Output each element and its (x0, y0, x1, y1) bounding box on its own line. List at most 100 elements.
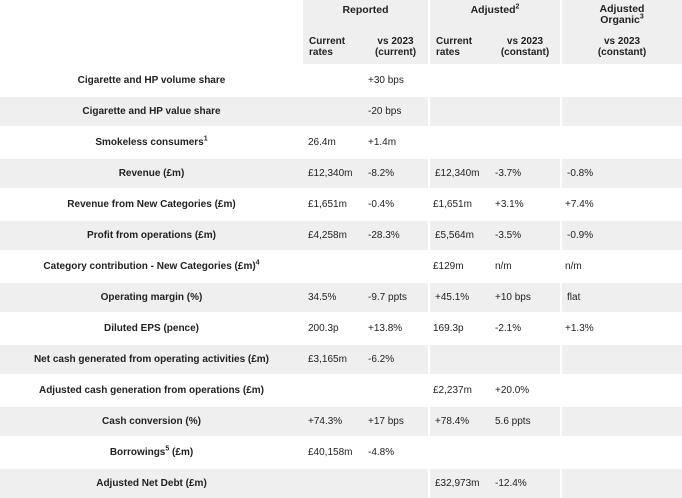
row-label: Borrowings5 (£m) (0, 436, 303, 467)
cell-reported-vs: -28.3% (363, 219, 428, 250)
cell-adjusted-vs (490, 343, 561, 374)
cell-adjusted-current: £32,973m (428, 467, 490, 498)
cell-adjusted-vs: +3.1% (490, 188, 561, 219)
cell-organic-vs (560, 126, 682, 157)
cell-adjusted-vs: -3.7% (490, 157, 561, 188)
cell-reported-vs (363, 374, 428, 405)
cell-reported-current: 200.3p (303, 312, 363, 343)
cell-adjusted-current: +45.1% (428, 281, 490, 312)
table-row: Adjusted Net Debt (£m) £32,973m -12.4% (0, 467, 682, 498)
cell-adjusted-vs: +10 bps (490, 281, 561, 312)
table-row: Cigarette and HP volume share +30 bps (0, 64, 682, 95)
cell-reported-vs: -8.2% (363, 157, 428, 188)
row-label: Category contribution - New Categories (… (0, 250, 303, 281)
cell-reported-vs: -0.4% (363, 188, 428, 219)
subheader-blank (0, 34, 303, 64)
table-row: Profit from operations (£m) £4,258m -28.… (0, 219, 682, 250)
sub-header-row: Current rates vs 2023 (current) Current rat… (0, 34, 682, 64)
cell-adjusted-current: £1,651m (428, 188, 490, 219)
cell-adjusted-vs (490, 95, 561, 126)
row-label: Profit from operations (£m) (0, 219, 303, 250)
cell-reported-current (303, 467, 363, 498)
table-row: Category contribution - New Categories (… (0, 250, 682, 281)
cell-adjusted-current (428, 95, 490, 126)
cell-adjusted-vs: -2.1% (490, 312, 561, 343)
cell-reported-vs: -4.8% (363, 436, 428, 467)
cell-adjusted-vs (490, 64, 561, 95)
cell-reported-vs: -9.7 ppts (363, 281, 428, 312)
cell-organic-vs (560, 405, 682, 436)
cell-reported-vs: +30 bps (363, 64, 428, 95)
cell-reported-current: £1,651m (303, 188, 363, 219)
row-label: Adjusted Net Debt (£m) (0, 467, 303, 498)
cell-organic-vs: -0.8% (560, 157, 682, 188)
cell-adjusted-current (428, 436, 490, 467)
row-label: Adjusted cash generation from operations… (0, 374, 303, 405)
cell-reported-current: £40,158m (303, 436, 363, 467)
cell-reported-vs: -6.2% (363, 343, 428, 374)
cell-organic-vs (560, 374, 682, 405)
cell-adjusted-current (428, 64, 490, 95)
row-label: Cigarette and HP volume share (0, 64, 303, 95)
cell-reported-vs: +1.4m (363, 126, 428, 157)
cell-adjusted-vs: -3.5% (490, 219, 561, 250)
cell-adjusted-vs (490, 126, 561, 157)
table-row: Cigarette and HP value share -20 bps (0, 95, 682, 126)
subheader-adjusted-vs: vs 2023 (constant) (490, 34, 561, 64)
row-label: Revenue (£m) (0, 157, 303, 188)
cell-organic-vs: n/m (560, 250, 682, 281)
table-row: Cash conversion (%) +74.3% +17 bps +78.4… (0, 405, 682, 436)
cell-organic-vs: +1.3% (560, 312, 682, 343)
group-header-row: Reported Adjusted2 Adjusted Organic3 (0, 0, 682, 34)
cell-adjusted-current: £5,564m (428, 219, 490, 250)
table-row: Net cash generated from operating activi… (0, 343, 682, 374)
header-adjusted: Adjusted2 (428, 0, 561, 34)
subheader-reported-current: Current rates (303, 34, 363, 64)
row-label: Cigarette and HP value share (0, 95, 303, 126)
cell-reported-current: +74.3% (303, 405, 363, 436)
row-label: Revenue from New Categories (£m) (0, 188, 303, 219)
cell-reported-current (303, 250, 363, 281)
cell-organic-vs (560, 467, 682, 498)
cell-adjusted-current: +78.4% (428, 405, 490, 436)
cell-reported-current (303, 374, 363, 405)
cell-adjusted-vs: -12.4% (490, 467, 561, 498)
cell-organic-vs (560, 436, 682, 467)
row-label: Operating margin (%) (0, 281, 303, 312)
cell-reported-current: £3,165m (303, 343, 363, 374)
cell-reported-vs: -20 bps (363, 95, 428, 126)
cell-reported-current (303, 95, 363, 126)
cell-organic-vs: flat (560, 281, 682, 312)
cell-adjusted-current: £129m (428, 250, 490, 281)
header-blank (0, 0, 303, 34)
cell-organic-vs: +7.4% (560, 188, 682, 219)
subheader-reported-vs: vs 2023 (current) (363, 34, 428, 64)
table-row: Operating margin (%) 34.5% -9.7 ppts +45… (0, 281, 682, 312)
row-label: Diluted EPS (pence) (0, 312, 303, 343)
cell-adjusted-vs (490, 436, 561, 467)
cell-adjusted-current: £2,237m (428, 374, 490, 405)
cell-reported-vs (363, 467, 428, 498)
cell-reported-current: 26.4m (303, 126, 363, 157)
table-row: Diluted EPS (pence) 200.3p +13.8% 169.3p… (0, 312, 682, 343)
table-row: Revenue (£m) £12,340m -8.2% £12,340m -3.… (0, 157, 682, 188)
table-row: Smokeless consumers1 26.4m +1.4m (0, 126, 682, 157)
cell-organic-vs: -0.9% (560, 219, 682, 250)
row-label: Smokeless consumers1 (0, 126, 303, 157)
cell-adjusted-vs: n/m (490, 250, 561, 281)
cell-reported-current: 34.5% (303, 281, 363, 312)
cell-organic-vs (560, 95, 682, 126)
header-reported: Reported (303, 0, 428, 34)
cell-reported-vs: +17 bps (363, 405, 428, 436)
table-row: Revenue from New Categories (£m) £1,651m… (0, 188, 682, 219)
cell-organic-vs (560, 343, 682, 374)
cell-organic-vs (560, 64, 682, 95)
row-label: Net cash generated from operating activi… (0, 343, 303, 374)
row-label: Cash conversion (%) (0, 405, 303, 436)
subheader-organic-vs: vs 2023 (constant) (560, 34, 682, 64)
cell-reported-current: £4,258m (303, 219, 363, 250)
cell-adjusted-vs: 5.6 ppts (490, 405, 561, 436)
header-adjusted-organic: Adjusted Organic3 (560, 0, 682, 34)
cell-adjusted-current (428, 126, 490, 157)
